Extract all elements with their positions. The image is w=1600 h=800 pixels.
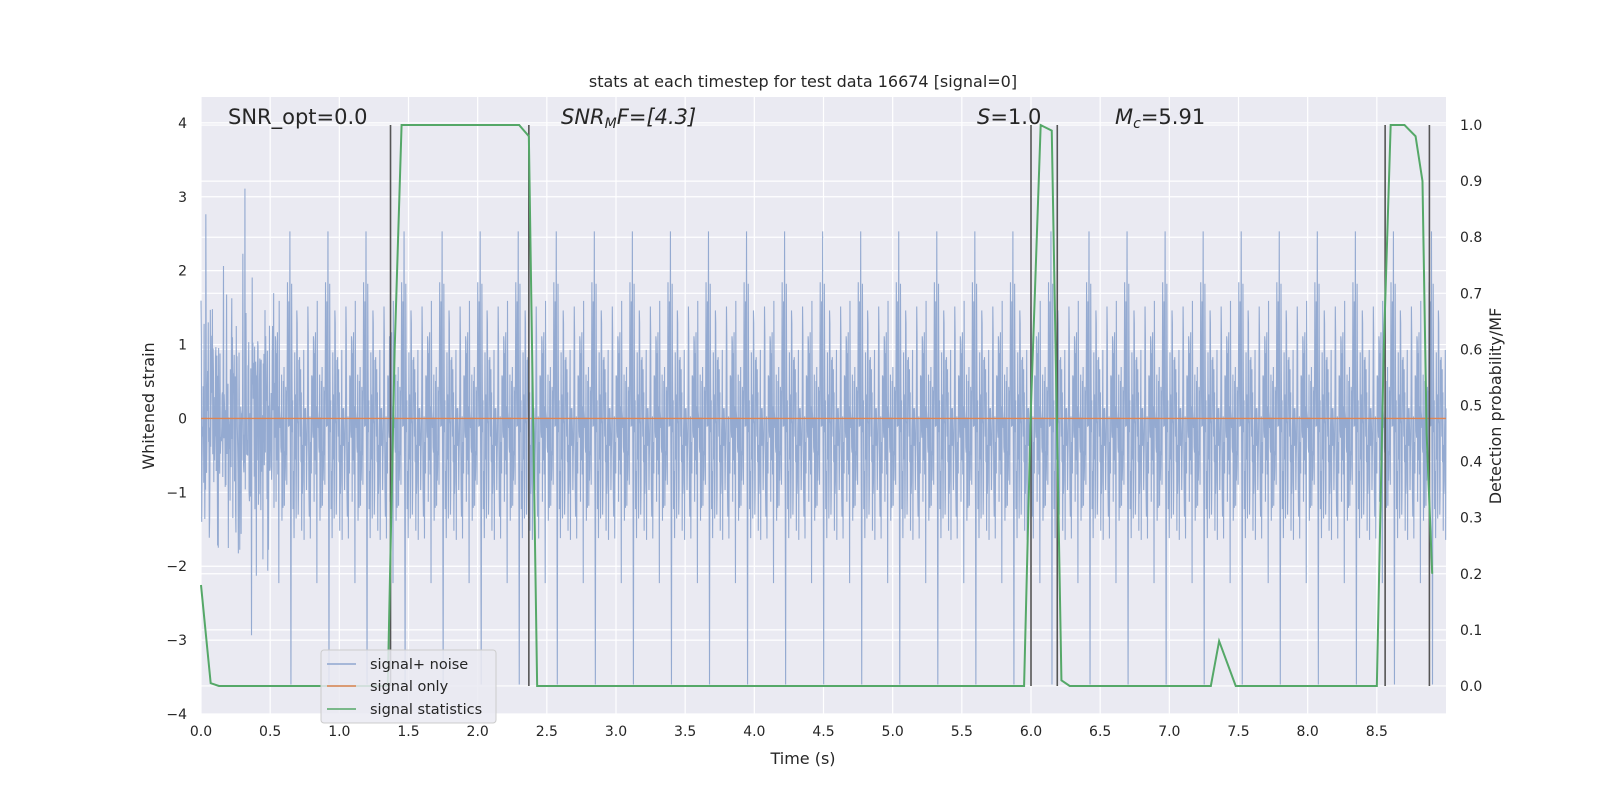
- x-tick-5.5: 5.5: [951, 724, 973, 740]
- x-tick-6.5: 6.5: [1089, 724, 1111, 740]
- y-tick-right-0.2: 0.2: [1460, 567, 1482, 583]
- legend: signal+ noise signal only signal statist…: [320, 649, 497, 724]
- x-tick-8.0: 8.0: [1297, 724, 1319, 740]
- s-value: =1.0: [990, 105, 1041, 129]
- y-tick-left-4: 4: [178, 116, 187, 132]
- y-tick-left-−4: −4: [166, 707, 187, 723]
- snr-opt-annotation: SNR_opt=0.0: [228, 105, 368, 130]
- y-axis-label-left: Whitened strain: [139, 342, 158, 469]
- legend-box: [320, 649, 497, 724]
- y-tick-right-1.0: 1.0: [1460, 118, 1482, 134]
- x-tick-3.0: 3.0: [605, 724, 627, 740]
- x-tick-4.5: 4.5: [812, 724, 834, 740]
- y-tick-right-0.7: 0.7: [1460, 286, 1482, 302]
- mc-symbol: M: [1115, 105, 1133, 129]
- y-tick-left-−2: −2: [166, 559, 187, 575]
- y-tick-right-0.6: 0.6: [1460, 342, 1482, 358]
- statistics-series: [200, 123, 1434, 687]
- y-tick-right-0.8: 0.8: [1460, 230, 1482, 246]
- noise-line: [200, 188, 1447, 685]
- x-tick-6.0: 6.0: [1020, 724, 1042, 740]
- x-axis-label: Time (s): [769, 749, 835, 768]
- y-tick-right-0.1: 0.1: [1460, 623, 1482, 639]
- snr-mf-value: F=[4.3]: [617, 105, 696, 129]
- snr-mf-symbol: SNR: [561, 105, 605, 129]
- x-tick-2.5: 2.5: [536, 724, 558, 740]
- statistics-line: [200, 123, 1434, 687]
- x-tick-4.0: 4.0: [743, 724, 765, 740]
- legend-label-signal-only: signal only: [370, 679, 449, 695]
- mc-value: =5.91: [1141, 105, 1205, 129]
- noise-series: [200, 188, 1447, 685]
- mc-subscript: c: [1133, 116, 1141, 132]
- y-tick-right-0.5: 0.5: [1460, 399, 1482, 415]
- x-tick-1.5: 1.5: [397, 724, 419, 740]
- s-annotation: S=1.0: [977, 105, 1041, 129]
- legend-label-noise: signal+ noise: [370, 657, 468, 673]
- s-symbol: S: [977, 105, 990, 129]
- y-tick-left-−3: −3: [166, 633, 187, 649]
- x-tick-7.5: 7.5: [1227, 724, 1249, 740]
- legend-label-statistics: signal statistics: [370, 702, 482, 718]
- y-tick-left-1: 1: [178, 338, 187, 354]
- x-tick-2.0: 2.0: [467, 724, 489, 740]
- mc-annotation: Mc=5.91: [1115, 105, 1205, 132]
- y-tick-left-2: 2: [178, 264, 187, 280]
- grid-lines: [200, 97, 1446, 715]
- y-tick-right-0.3: 0.3: [1460, 511, 1482, 527]
- chart-title: stats at each timestep for test data 166…: [589, 72, 1017, 91]
- y-tick-left-0: 0: [178, 411, 187, 427]
- y-tick-right-0.4: 0.4: [1460, 455, 1482, 471]
- x-tick-5.0: 5.0: [882, 724, 904, 740]
- x-tick-7.0: 7.0: [1158, 724, 1180, 740]
- x-tick-0.5: 0.5: [259, 724, 281, 740]
- y-tick-right-0.9: 0.9: [1460, 174, 1482, 190]
- snr-mf-subscript: M: [605, 116, 617, 132]
- y-tick-left-−1: −1: [166, 485, 187, 501]
- axis-ticks: 0.0 0.5 1.0 1.5 2.0 2.5 3.0 3.5 4.0 4.5 5.0 5.5 6.0 6…: [166, 116, 1482, 740]
- snr-mf-annotation: SNRMF=[4.3]: [561, 105, 696, 132]
- x-tick-8.5: 8.5: [1366, 724, 1388, 740]
- y-tick-left-3: 3: [178, 190, 187, 206]
- x-tick-3.5: 3.5: [674, 724, 696, 740]
- y-tick-right-0.0: 0.0: [1460, 679, 1482, 695]
- x-tick-0.0: 0.0: [190, 724, 212, 740]
- y-axis-label-right: Detection probability/MF: [1486, 308, 1505, 505]
- x-tick-1.0: 1.0: [328, 724, 350, 740]
